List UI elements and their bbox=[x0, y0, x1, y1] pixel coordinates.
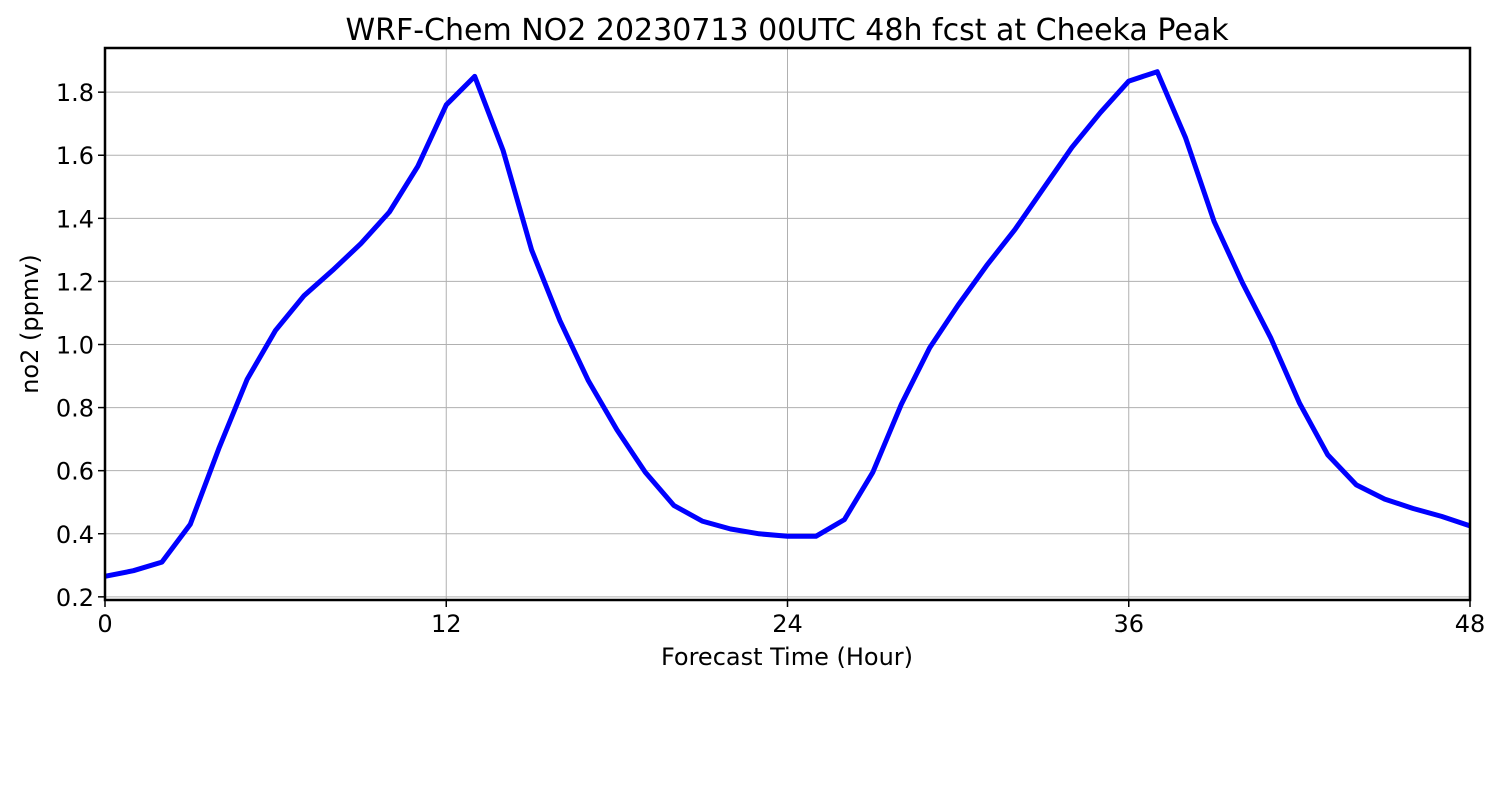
x-tick-label: 12 bbox=[431, 610, 462, 638]
y-tick-label: 0.2 bbox=[56, 584, 94, 612]
x-tick-label: 0 bbox=[97, 610, 112, 638]
y-tick-label: 0.8 bbox=[56, 395, 94, 423]
y-axis-label: no2 (ppmv) bbox=[16, 254, 44, 394]
series-layer bbox=[104, 69, 1471, 579]
y-tick-label: 1.2 bbox=[56, 268, 94, 296]
x-tick-label: 24 bbox=[772, 610, 803, 638]
x-tick-label: 36 bbox=[1113, 610, 1144, 638]
tick-layer: 0 12 24 36 48 0.2 0.4 0.6 0.8 1.0 1.2 1.4 1.6 1.8 bbox=[56, 79, 1485, 638]
series-line-0 bbox=[104, 69, 1471, 579]
y-tick-label: 0.6 bbox=[56, 458, 94, 486]
y-tick-label: 0.4 bbox=[56, 521, 94, 549]
chart-title: WRF-Chem NO2 20230713 00UTC 48h fcst at … bbox=[345, 13, 1229, 48]
x-axis-label: Forecast Time (Hour) bbox=[661, 643, 913, 671]
y-tick-label: 1.0 bbox=[56, 332, 94, 360]
y-tick-label: 1.4 bbox=[56, 205, 94, 233]
y-tick-label: 1.6 bbox=[56, 142, 94, 170]
grid bbox=[104, 48, 1471, 600]
x-tick-label: 48 bbox=[1455, 610, 1486, 638]
y-tick-label: 1.8 bbox=[56, 79, 94, 107]
